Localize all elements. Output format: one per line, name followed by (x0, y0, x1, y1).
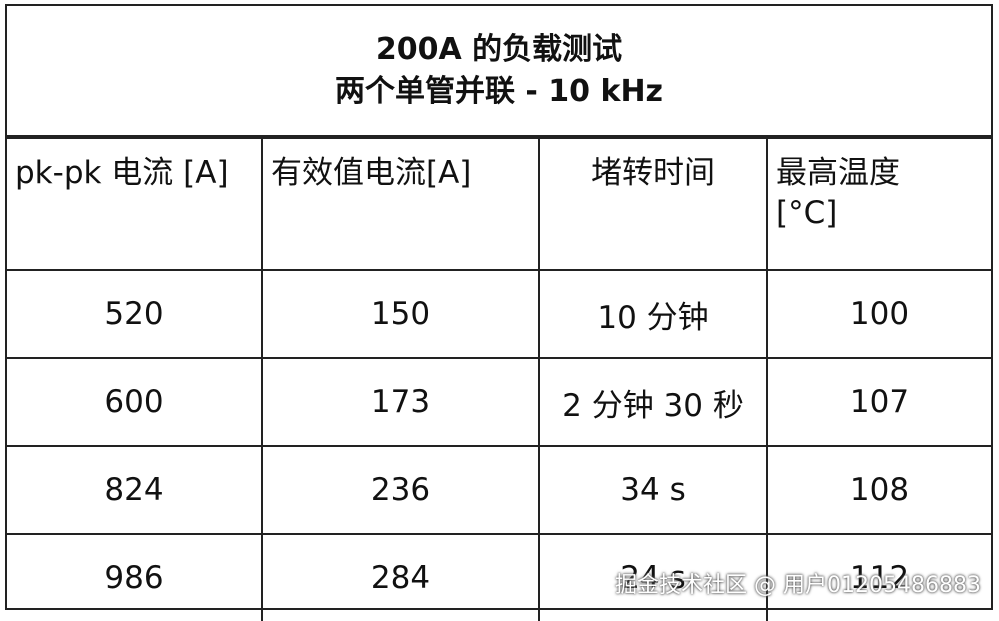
title-line: 200A 的负载测试 (375, 31, 623, 67)
header-cell: 最高温度 [°C] (766, 137, 991, 270)
data-row: 986 284 24 s 112 (7, 533, 991, 621)
header-cell: 堵转时间 (538, 137, 768, 270)
data-cell: 150 (261, 269, 540, 359)
data-cell: 112 (766, 533, 991, 621)
data-row: 520 150 10 分钟 100 (7, 269, 991, 359)
data-cell: 2 分钟 30 秒 (538, 357, 768, 447)
header-line: [°C] (776, 195, 838, 231)
title-block: 200A 的负载测试 两个单管并联 - 10 kHz (7, 6, 991, 137)
data-row: 824 236 34 s 108 (7, 445, 991, 535)
table-frame: 200A 的负载测试 两个单管并联 - 10 kHz pk-pk 电流 [A] … (5, 4, 993, 621)
title-line: 两个单管并联 - 10 kHz (334, 73, 664, 109)
data-row: 600 173 2 分钟 30 秒 107 (7, 357, 991, 447)
data-cell: 986 (7, 533, 263, 621)
header-cell: 有效值电流[A] (261, 137, 540, 270)
data-cell: 24 s (538, 533, 768, 621)
data-cell: 236 (261, 445, 540, 535)
data-cell: 100 (766, 269, 991, 359)
data-cell: 108 (766, 445, 991, 535)
header-row: pk-pk 电流 [A] 有效值电流[A] 堵转时间 最高温度 [°C] (7, 137, 991, 270)
data-cell: 520 (7, 269, 263, 359)
data-table: pk-pk 电流 [A] 有效值电流[A] 堵转时间 最高温度 [°C] 520 1… (7, 137, 991, 621)
watermark: 掘金技术社区 @ 用户01205486883 (615, 573, 981, 598)
data-cell: 107 (766, 357, 991, 447)
data-cell: 284 (261, 533, 540, 621)
data-cell: 34 s (538, 445, 768, 535)
data-cell: 600 (7, 357, 263, 447)
data-cell: 824 (7, 445, 263, 535)
header-cell: pk-pk 电流 [A] (7, 137, 263, 270)
header-line: 最高温度 (776, 155, 900, 191)
data-cell: 173 (261, 357, 540, 447)
data-cell: 10 分钟 (538, 269, 768, 359)
